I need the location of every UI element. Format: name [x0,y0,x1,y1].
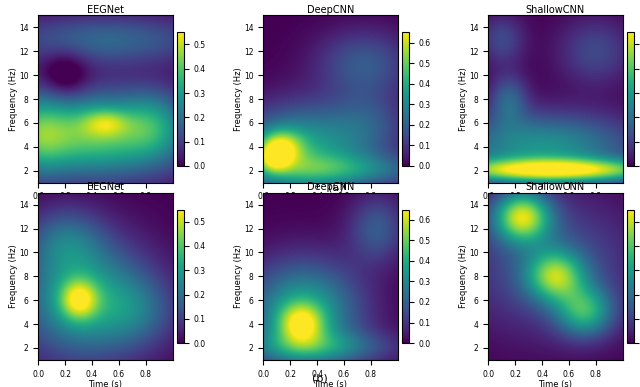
X-axis label: Time (s): Time (s) [314,380,348,387]
Y-axis label: Frequency (Hz): Frequency (Hz) [459,67,468,131]
Title: DeepCNN: DeepCNN [307,5,354,15]
X-axis label: Time (s): Time (s) [538,203,573,212]
Title: ShallowCNN: ShallowCNN [526,5,585,15]
Text: (a): (a) [328,183,344,193]
X-axis label: Time (s): Time (s) [314,203,348,212]
Y-axis label: Frequency (Hz): Frequency (Hz) [9,67,18,131]
Title: EEGNet: EEGNet [87,5,124,15]
Y-axis label: Frequency (Hz): Frequency (Hz) [459,245,468,308]
X-axis label: Time (s): Time (s) [88,203,122,212]
Y-axis label: Frequency (Hz): Frequency (Hz) [234,245,243,308]
Y-axis label: Frequency (Hz): Frequency (Hz) [234,67,243,131]
X-axis label: Time (s): Time (s) [538,380,573,387]
Title: EEGNet: EEGNet [87,182,124,192]
Text: (b): (b) [312,373,328,383]
Y-axis label: Frequency (Hz): Frequency (Hz) [9,245,18,308]
Title: ShallowCNN: ShallowCNN [526,182,585,192]
Title: DeepCNN: DeepCNN [307,182,354,192]
X-axis label: Time (s): Time (s) [88,380,122,387]
